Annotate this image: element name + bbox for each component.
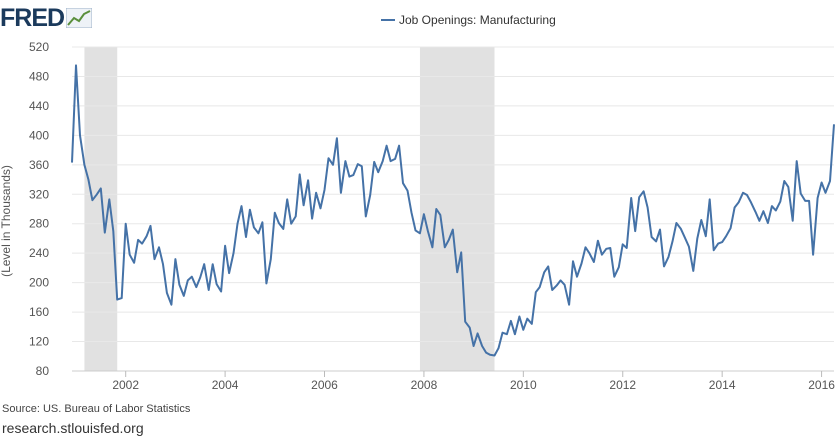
x-tick-label-2006: 2006 — [311, 378, 338, 392]
x-tick-label-2004: 2004 — [212, 378, 239, 392]
x-tick-label-2002: 2002 — [112, 378, 139, 392]
y-tick-label-200: 200 — [29, 276, 49, 290]
x-tick-label-2016: 2016 — [808, 378, 835, 392]
y-tick-label-440: 440 — [29, 99, 49, 113]
site-url[interactable]: research.stlouisfed.org — [2, 420, 144, 436]
y-tick-label-80: 80 — [36, 364, 50, 378]
fred-logo-text: FRED — [0, 4, 65, 32]
recession-band-1 — [419, 47, 495, 371]
y-tick-label-240: 240 — [29, 246, 49, 260]
y-tick-label-520: 520 — [29, 40, 49, 54]
y-tick-label-120: 120 — [29, 335, 49, 349]
y-tick-label-160: 160 — [29, 305, 49, 319]
source-note: Source: US. Bureau of Labor Statistics — [2, 403, 191, 415]
y-tick-label-400: 400 — [29, 128, 49, 142]
legend-label: Job Openings: Manufacturing — [399, 13, 556, 27]
x-tick-label-2008: 2008 — [411, 378, 438, 392]
y-tick-label-280: 280 — [29, 217, 49, 231]
y-tick-label-480: 480 — [29, 69, 49, 83]
y-tick-label-360: 360 — [29, 158, 49, 172]
x-tick-label-2014: 2014 — [709, 378, 736, 392]
x-tick-label-2012: 2012 — [609, 378, 636, 392]
y-tick-label-320: 320 — [29, 187, 49, 201]
x-tick-label-2010: 2010 — [510, 378, 537, 392]
recession-band-0 — [84, 47, 118, 371]
job-openings-chart: 80 120 160 200 240 280 320 360 400 440 480 520 2002 2… — [0, 13, 835, 392]
series-line-0 — [71, 64, 835, 357]
y-axis-label: (Level in Thousands) — [0, 165, 13, 277]
